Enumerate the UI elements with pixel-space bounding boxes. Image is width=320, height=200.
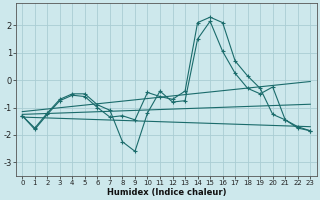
X-axis label: Humidex (Indice chaleur): Humidex (Indice chaleur) — [107, 188, 226, 197]
